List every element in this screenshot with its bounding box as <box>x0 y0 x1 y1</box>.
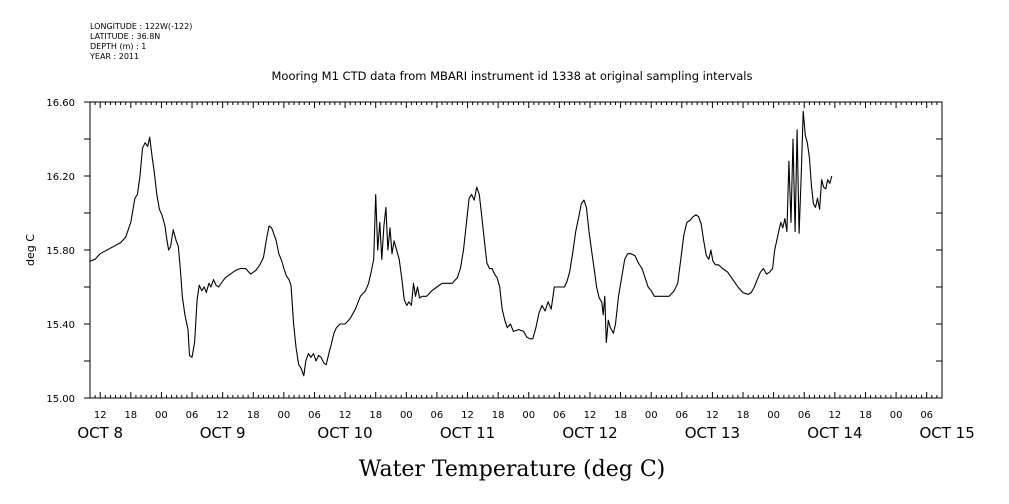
plot-border <box>89 101 943 399</box>
hour-tick-label: 18 <box>737 410 750 421</box>
plot-frame <box>89 101 943 399</box>
hour-tick-label: 12 <box>339 410 352 421</box>
hour-tick-label: 06 <box>553 410 566 421</box>
y-tick-label: 16.20 <box>46 172 75 183</box>
x-axis-label: Water Temperature (deg C) <box>359 457 666 482</box>
hour-tick-label: 00 <box>890 410 903 421</box>
hour-tick-label: 00 <box>155 410 168 421</box>
hour-tick-label: 18 <box>614 410 627 421</box>
hour-tick-label: 18 <box>124 410 137 421</box>
y-axis: 15.00 15.40 15.80 16.20 16.60 <box>46 98 942 405</box>
hour-tick-label: 00 <box>767 410 780 421</box>
date-tick-label: OCT 15 <box>919 424 974 442</box>
hour-tick-label: 06 <box>186 410 199 421</box>
series-layer <box>89 110 833 377</box>
hour-tick-label: 06 <box>431 410 444 421</box>
hour-tick-label: 00 <box>645 410 658 421</box>
date-tick-label: OCT 12 <box>562 424 617 442</box>
date-tick-label: OCT 9 <box>200 424 246 442</box>
meta-depth: DEPTH (m) : 1 <box>90 42 147 51</box>
hour-tick-label: 18 <box>369 410 382 421</box>
y-tick-label: 15.40 <box>46 320 75 331</box>
hour-tick-label: 12 <box>461 410 474 421</box>
date-tick-label: OCT 14 <box>807 424 862 442</box>
hour-tick-label: 12 <box>584 410 597 421</box>
hour-tick-label: 12 <box>94 410 107 421</box>
hour-tick-label: 00 <box>522 410 535 421</box>
x-axis: 12 18 00 06 12 18 00 06 12 18 00 06 12 18 00 06 12 18 00 06… <box>77 410 974 442</box>
y-tick-label: 15.00 <box>46 394 75 405</box>
hour-tick-label: 06 <box>798 410 811 421</box>
meta-year: YEAR : 2011 <box>90 52 140 61</box>
date-tick-label: OCT 10 <box>317 424 372 442</box>
hour-tick-label: 18 <box>859 410 872 421</box>
hour-tick-label: 00 <box>400 410 413 421</box>
hour-tick-label: 06 <box>675 410 688 421</box>
date-tick-label: OCT 13 <box>685 424 740 442</box>
hour-tick-label: 06 <box>308 410 321 421</box>
hour-tick-label: 00 <box>278 410 291 421</box>
series-line-water-temperature <box>89 110 833 377</box>
hour-tick-label: 06 <box>920 410 933 421</box>
hour-tick-label: 18 <box>492 410 505 421</box>
y-axis-label: deg C <box>24 234 37 266</box>
y-tick-label: 16.60 <box>46 98 75 109</box>
chart-title: Mooring M1 CTD data from MBARI instrumen… <box>272 69 753 83</box>
meta-longitude: LONGITUDE : 122W(-122) <box>90 22 193 31</box>
date-tick-label: OCT 8 <box>77 424 123 442</box>
meta-latitude: LATITUDE : 36.8N <box>90 32 161 41</box>
y-tick-label: 15.80 <box>46 246 75 257</box>
hour-tick-label: 12 <box>706 410 719 421</box>
hour-tick-label: 18 <box>247 410 260 421</box>
hour-tick-label: 12 <box>828 410 841 421</box>
metadata-block: LONGITUDE : 122W(-122) LATITUDE : 36.8N … <box>90 22 192 62</box>
hour-tick-label: 12 <box>216 410 229 421</box>
date-tick-label: OCT 11 <box>440 424 495 442</box>
